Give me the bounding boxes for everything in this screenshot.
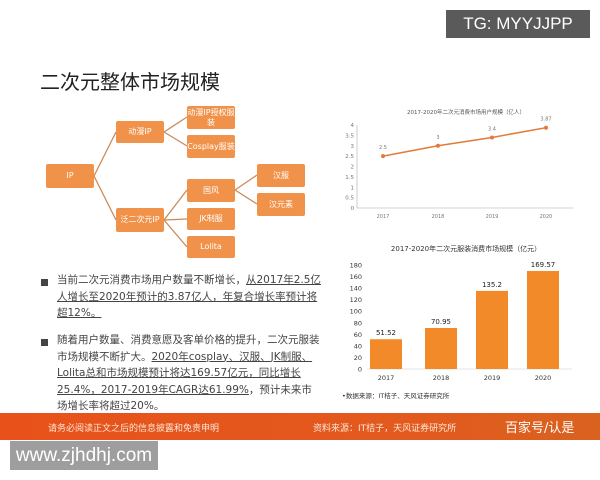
- y-tick-label: 160: [350, 273, 362, 281]
- node-ip: IP: [46, 164, 94, 188]
- x-tick-label: 2020: [535, 374, 552, 382]
- tg-badge: TG: MYYJJPP: [446, 10, 590, 38]
- y-tick-label: 4: [351, 123, 355, 129]
- y-tick-label: 140: [350, 285, 362, 293]
- node-hanfu: 汉服: [257, 164, 305, 187]
- data-label: 135.2: [482, 281, 502, 289]
- node-licensed-apparel: 动漫IP授权服装: [187, 106, 235, 129]
- y-tick-label: 1: [351, 185, 355, 191]
- bullet-text-1: 当前二次元消费市场用户数量不断增长，从2017年2.5亿人增长至2020年预计的…: [57, 274, 321, 319]
- data-point: [436, 143, 440, 148]
- y-tick-label: 3.5: [345, 133, 354, 139]
- y-tick-label: 3: [351, 144, 355, 150]
- bar: [527, 271, 559, 369]
- y-tick-label: 2.5: [345, 154, 354, 160]
- baijiahao-logo: 百家号/认是: [505, 421, 575, 436]
- y-tick-label: 0: [351, 206, 355, 212]
- x-tick-label: 2020: [540, 214, 553, 220]
- bar-chart-title: 2017-2020年二次元服装消费市场规模（亿元）: [391, 244, 541, 253]
- x-tick-label: 2018: [433, 374, 450, 382]
- series-line: [382, 126, 547, 157]
- data-label: 51.52: [376, 329, 396, 337]
- y-tick-label: 60: [354, 331, 362, 339]
- bullet-marker: [41, 279, 48, 286]
- y-tick-label: 20: [354, 354, 362, 362]
- disclaimer-link[interactable]: 请务必阅读正文之后的信息披露和免责申明: [48, 424, 220, 434]
- watermark: www.zjhdhj.com: [10, 441, 158, 470]
- node-lolita: Lolita: [187, 236, 235, 258]
- data-point: [544, 125, 548, 130]
- node-anime-ip: 动漫IP: [116, 121, 164, 143]
- y-tick-label: 180: [350, 262, 362, 270]
- bar: [370, 339, 402, 369]
- y-tick-label: 0: [358, 366, 362, 374]
- footer-bar: 请务必阅读正文之后的信息披露和免责申明 资料来源：IT桔子，天风证券研究所 百家…: [0, 413, 600, 440]
- bar: [425, 328, 457, 369]
- bullet-text-2: 随着用户数量、消费意愿及客单价格的提升，二次元服装市场规模不断扩大。2020年c…: [57, 334, 320, 412]
- y-tick-label: 40: [354, 342, 362, 350]
- data-point: [490, 135, 494, 140]
- y-tick-label: 80: [354, 319, 362, 327]
- y-tick-label: 120: [350, 296, 362, 304]
- y-tick-label: 0.5: [345, 196, 354, 202]
- line-chart-title: 2017-2020年二次元消费市场用户规模（亿人）: [407, 108, 525, 116]
- footer-source: 资料来源：IT桔子，天风证券研究所: [313, 424, 457, 434]
- node-pan-acg-ip: 泛二次元IP: [116, 208, 164, 232]
- data-label: 3.87: [540, 117, 551, 123]
- data-label: 3.4: [488, 126, 496, 132]
- y-tick-label: 100: [350, 308, 362, 316]
- x-tick-label: 2017: [377, 214, 390, 220]
- node-hanyuansu: 汉元素: [257, 193, 305, 216]
- page-title: 二次元整体市场规模: [40, 70, 220, 94]
- x-tick-label: 2018: [432, 214, 445, 220]
- bullet-marker: [41, 339, 48, 346]
- x-tick-label: 2017: [378, 374, 395, 382]
- node-guofeng: 国风: [187, 179, 235, 202]
- x-tick-label: 2019: [484, 374, 501, 382]
- bar-chart-source: •数据来源：IT桔子、天风证券研究所: [342, 391, 450, 400]
- data-label: 70.95: [431, 318, 451, 326]
- y-tick-label: 1.5: [345, 175, 354, 181]
- data-label: 2.5: [379, 145, 387, 151]
- bar: [476, 290, 508, 369]
- data-label: 169.57: [531, 261, 556, 269]
- data-label: 3: [436, 135, 439, 141]
- x-tick-label: 2019: [486, 214, 499, 220]
- node-jk: JK制服: [187, 208, 235, 230]
- y-tick-label: 2: [351, 165, 355, 171]
- node-cosplay: Cosplay服装: [187, 135, 235, 158]
- data-point: [381, 154, 385, 159]
